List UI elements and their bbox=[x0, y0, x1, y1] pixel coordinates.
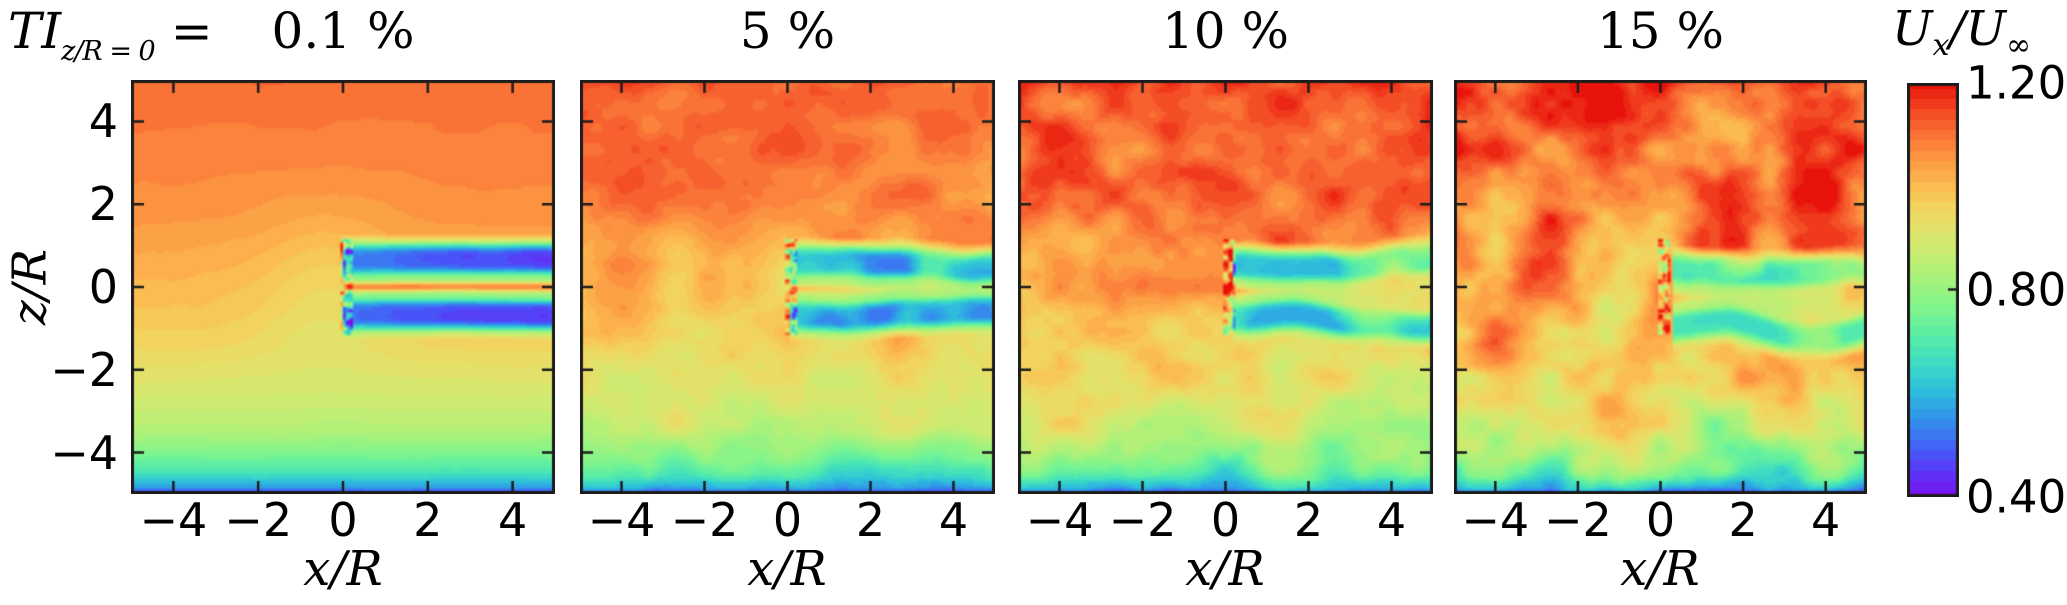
x-tick-label: −4 bbox=[1025, 493, 1094, 547]
colorbar-title: Ux/U∞ bbox=[1856, 4, 2067, 62]
x-tick-label: −4 bbox=[587, 493, 656, 547]
heatmap-canvas-ti-10 bbox=[1018, 80, 1433, 494]
colorbar bbox=[1907, 83, 1959, 497]
x-tick-label: −2 bbox=[224, 493, 293, 547]
x-tick-label: 0 bbox=[1210, 493, 1241, 547]
colorbar-canvas bbox=[1907, 83, 1959, 497]
panel-title-ti-10: 10 % bbox=[1161, 2, 1290, 60]
x-tick-label: −4 bbox=[139, 493, 208, 547]
heatmap-panel-ti-15 bbox=[1454, 80, 1867, 494]
colorbar-tick-label-0p80: 0.80 bbox=[1966, 263, 2067, 317]
x-tick-label: 2 bbox=[1293, 493, 1324, 547]
y-tick-label-0: 0 bbox=[88, 260, 118, 314]
x-tick-label: 4 bbox=[938, 493, 969, 547]
heatmap-panel-ti-5 bbox=[580, 80, 995, 494]
ti-symbol: TI bbox=[8, 2, 62, 60]
y-tick-label-m4: −4 bbox=[50, 425, 118, 480]
equals-sign: = bbox=[170, 2, 213, 60]
heatmap-panel-ti-0p1 bbox=[131, 80, 555, 494]
y-tick-label-2: 2 bbox=[88, 177, 118, 232]
x-axis-label-panel-2: x/R bbox=[747, 541, 827, 597]
x-tick-label: 0 bbox=[328, 493, 358, 547]
x-tick-label: −2 bbox=[1108, 493, 1177, 547]
velocity-subscript-x: x bbox=[1932, 28, 1950, 63]
x-axis-tick-labels-panel-2: −4 −2 0 2 4 bbox=[580, 497, 995, 545]
x-tick-label: 2 bbox=[1728, 493, 1758, 547]
colorbar-tick-label-0p40: 0.40 bbox=[1966, 470, 2067, 524]
panel-title-ti-0p1: 0.1 % bbox=[271, 2, 415, 60]
ti-subscript: z/R = 0 bbox=[61, 36, 156, 67]
heatmap-canvas-ti-5 bbox=[580, 80, 995, 494]
x-axis-tick-labels-panel-1: −4 −2 0 2 4 bbox=[131, 497, 555, 545]
x-tick-label: −2 bbox=[1543, 493, 1612, 547]
x-axis-label-panel-1: x/R bbox=[303, 541, 383, 597]
heatmap-canvas-ti-15 bbox=[1454, 80, 1867, 494]
y-tick-label-4: 4 bbox=[88, 94, 118, 149]
x-axis-label-panel-4: x/R bbox=[1620, 541, 1700, 597]
x-tick-label: 2 bbox=[855, 493, 886, 547]
panel-title-ti-5: 5 % bbox=[739, 2, 836, 60]
x-tick-label: 0 bbox=[772, 493, 803, 547]
y-tick-label-m2: −2 bbox=[50, 342, 118, 397]
heatmap-canvas-ti-0p1 bbox=[131, 80, 555, 494]
x-axis-tick-labels-panel-4: −4 −2 0 2 4 bbox=[1454, 497, 1867, 545]
x-tick-label: −4 bbox=[1461, 493, 1530, 547]
y-axis-tick-labels: 4 2 0 −2 −4 bbox=[34, 80, 122, 494]
x-tick-label: 4 bbox=[1811, 493, 1841, 547]
x-tick-label: 4 bbox=[497, 493, 528, 547]
x-axis-tick-labels-panel-3: −4 −2 0 2 4 bbox=[1018, 497, 1433, 545]
velocity-symbol: U bbox=[1892, 1, 1933, 57]
x-tick-label: 0 bbox=[1645, 493, 1676, 547]
x-tick-label: −2 bbox=[670, 493, 739, 547]
x-tick-label: 2 bbox=[413, 493, 443, 547]
x-tick-label: 4 bbox=[1376, 493, 1407, 547]
colorbar-tick-label-1p20: 1.20 bbox=[1966, 56, 2067, 110]
ti-equation: TIz/R = 0 = bbox=[8, 4, 213, 67]
infinity-subscript: ∞ bbox=[2006, 28, 2031, 63]
freestream-symbol: /U bbox=[1949, 1, 2006, 57]
x-axis-label-panel-3: x/R bbox=[1185, 541, 1265, 597]
heatmap-panel-ti-10 bbox=[1018, 80, 1433, 494]
panel-title-ti-15: 15 % bbox=[1596, 2, 1725, 60]
